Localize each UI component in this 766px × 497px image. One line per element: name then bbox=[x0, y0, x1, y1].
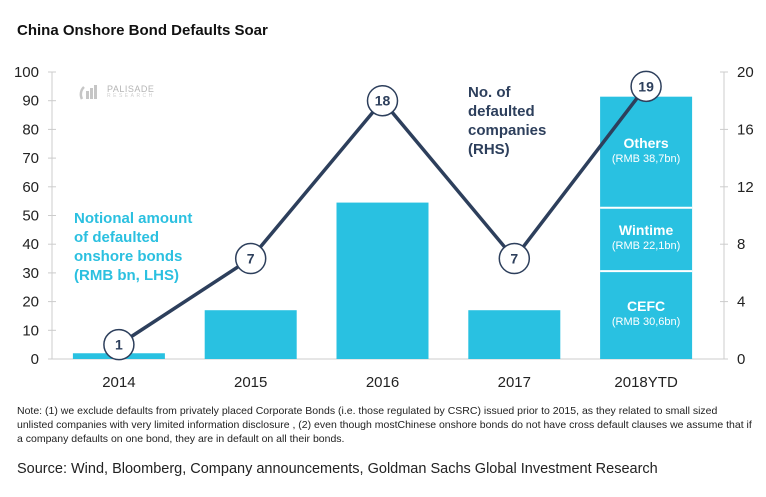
category-label: 2018YTD bbox=[614, 374, 678, 391]
right-tick-label: 16 bbox=[737, 121, 754, 138]
left-tick-label: 80 bbox=[22, 121, 39, 138]
line-data-label: 7 bbox=[247, 251, 255, 267]
bar-segment-others bbox=[600, 96, 693, 208]
left-tick-label: 10 bbox=[22, 322, 39, 339]
left-tick-label: 40 bbox=[22, 236, 39, 253]
category-label: 2015 bbox=[234, 374, 267, 391]
left-tick-label: 100 bbox=[14, 64, 39, 81]
segment-value: (RMB 30,6bn) bbox=[611, 316, 681, 329]
bar-2016 bbox=[336, 202, 429, 359]
segment-value: (RMB 22,1bn) bbox=[611, 240, 681, 253]
palisade-logo-icon bbox=[79, 85, 97, 100]
line-series: 1 7 18 7 19 bbox=[103, 70, 662, 361]
left-tick-label: 30 bbox=[22, 265, 39, 282]
right-tick-label: 8 bbox=[737, 236, 745, 253]
line-data-label: 18 bbox=[375, 93, 391, 109]
logo-subtitle: RESEARCH bbox=[107, 93, 155, 99]
bars bbox=[72, 96, 693, 359]
right-tick-label: 20 bbox=[737, 64, 754, 81]
rhs-annotation: No. of defaulted companies (RHS) bbox=[468, 84, 547, 158]
line-marker bbox=[498, 242, 531, 275]
lhs-annotation: Notional amount of defaulted onshore bon… bbox=[74, 210, 193, 284]
category-label: 2016 bbox=[366, 374, 399, 391]
left-tick-label: 0 bbox=[31, 351, 39, 368]
line-marker bbox=[234, 242, 267, 275]
bar-segment-cefc bbox=[600, 271, 693, 359]
line-data-label: 1 bbox=[115, 337, 123, 353]
line-marker bbox=[630, 70, 662, 103]
logo-name: PALISADE bbox=[107, 84, 155, 94]
segment-name: Wintime bbox=[618, 222, 674, 239]
source-line: Source: Wind, Bloomberg, Company announc… bbox=[17, 461, 658, 477]
bar-segment-wintime bbox=[600, 207, 693, 272]
footnote: Note: (1) we exclude defaults from priva… bbox=[17, 405, 752, 445]
bar-2017 bbox=[468, 310, 561, 359]
segment-name: Others bbox=[623, 135, 669, 152]
left-tick-label: 50 bbox=[22, 208, 39, 225]
segment-label-others: Others (RMB 38,7bn) bbox=[600, 135, 692, 166]
segment-name: CEFC bbox=[627, 298, 666, 315]
line-marker bbox=[366, 84, 399, 117]
right-tick-label: 12 bbox=[737, 179, 754, 196]
left-tick-label: 70 bbox=[22, 150, 39, 167]
left-tick-label: 60 bbox=[22, 179, 39, 196]
line-data-label: 7 bbox=[510, 251, 518, 267]
line-marker bbox=[103, 328, 135, 361]
palisade-logo: PALISADE RESEARCH bbox=[78, 83, 155, 101]
category-label: 2017 bbox=[498, 374, 531, 391]
bar-2015 bbox=[204, 310, 297, 359]
axes: 0 10 20 30 40 50 60 70 80 90 100 0 4 8 12 16 20 bbox=[14, 64, 754, 368]
segment-value: (RMB 38,7bn) bbox=[611, 153, 681, 166]
segment-label-cefc: CEFC (RMB 30,6bn) bbox=[600, 298, 692, 329]
left-tick-label: 90 bbox=[22, 93, 39, 110]
line-data-label: 19 bbox=[638, 78, 654, 94]
right-tick-label: 0 bbox=[737, 351, 745, 368]
left-tick-label: 20 bbox=[22, 294, 39, 311]
right-tick-label: 4 bbox=[737, 294, 745, 311]
segment-label-wintime: Wintime (RMB 22,1bn) bbox=[600, 222, 692, 253]
category-label: 2014 bbox=[102, 374, 135, 391]
category-labels: 2014 2015 2016 2017 2018YTD bbox=[102, 374, 678, 391]
chart-title: China Onshore Bond Defaults Soar bbox=[17, 22, 268, 39]
